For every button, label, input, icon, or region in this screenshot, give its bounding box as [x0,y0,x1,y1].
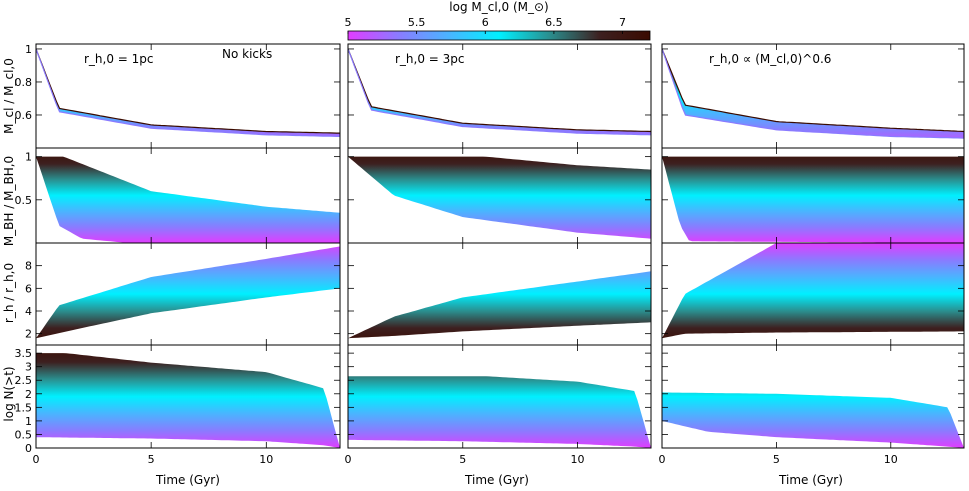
band-mbh-col-3 [662,156,964,243]
x-tick-label: 5 [459,453,466,466]
panel-mcl-col-2 [348,48,651,136]
band-mcl-col-2 [348,49,651,135]
ylabel-mcl: M_cl / M_cl,0 [2,58,16,134]
edge-line-high-mass [36,48,340,134]
colorbar-tick-label: 6 [482,16,489,29]
colorbar-tick-label: 5 [345,16,352,29]
xlabel-col-2: Time (Gyr) [464,473,529,487]
band-mcl-col-3 [662,49,964,139]
band-rh-col-1 [36,246,340,339]
y-tick-label: 1 [25,151,32,164]
band-rh-col-2 [348,271,651,339]
x-tick-label: 10 [884,453,898,466]
panel-N-col-1 [36,353,340,448]
x-tick-label: 5 [773,453,780,466]
x-tick-label: 5 [148,453,155,466]
annotation-col-3: r_h,0 ∝ (M_cl,0)^0.6 [709,52,831,66]
annotation-no-kicks: No kicks [222,47,272,61]
colorbar-strip [347,30,651,41]
panel-mbh-col-3 [662,156,964,243]
band-N-col-3 [662,392,964,448]
xlabel-col-1: Time (Gyr) [155,473,220,487]
panel-frame [35,344,341,449]
edge-line-low-mass [348,48,651,136]
y-tick-label: 4 [25,305,32,318]
y-tick-label: 0 [25,442,32,455]
y-tick-label: 0.5 [15,194,33,207]
panel-mbh-col-1 [36,156,340,243]
panel-mbh-col-2 [348,156,651,239]
panel-mcl-col-3 [662,48,964,139]
band-rh-col-3 [662,243,964,339]
y-tick-label: 0.8 [15,76,33,89]
y-tick-label: 6 [25,282,32,295]
panel-N-col-3 [662,392,964,448]
edge-line-low-mass [662,48,964,139]
band-mbh-col-1 [36,156,340,243]
band-N-col-2 [348,376,651,448]
xlabel-col-3: Time (Gyr) [778,473,843,487]
panel-rh-col-3 [662,243,964,339]
y-tick-label: 8 [25,260,32,273]
y-tick-label: 3 [25,361,32,374]
edge-line-high-mass [348,48,651,133]
colorbar-label: log M_cl,0 (M_⊙) [449,0,548,14]
ylabel-N: log N(>t) [2,366,16,421]
ylabel-mbh: M_BH / M_BH,0 [2,156,16,246]
annotation-col-2: r_h,0 = 3pc [395,52,465,66]
colorbar-tick-label: 6.5 [545,16,563,29]
colorbar-tick-label: 5.5 [408,16,426,29]
panel-frame [347,344,652,449]
y-tick-label: 3.5 [15,347,33,360]
y-tick-label: 1 [25,415,32,428]
band-N-col-1 [36,353,340,448]
panel-N-col-2 [348,376,651,448]
y-tick-label: 0.6 [15,109,33,122]
y-tick-label: 1.5 [15,401,33,414]
colorbar-tick-label: 7 [619,16,626,29]
edge-line-high-mass [662,48,964,133]
y-tick-label: 1 [25,43,32,56]
panel-rh-col-1 [36,246,340,339]
ylabel-rh: r_h / r_h,0 [2,263,16,323]
band-mcl-col-1 [36,49,340,137]
x-tick-label: 10 [259,453,273,466]
colorbar: log M_cl,0 (M_⊙) 5 5.5 6 6.5 7 [345,0,651,41]
y-tick-label: 0.5 [15,428,33,441]
panel-mcl-col-1 [36,48,340,137]
panel-frame [661,344,965,449]
edge-line-low-mass [36,48,340,137]
x-tick-label: 0 [345,453,352,466]
annotation-col-1: r_h,0 = 1pc [84,52,154,66]
band-mbh-col-2 [348,156,651,239]
y-tick-label: 2 [25,388,32,401]
y-tick-label: 2.5 [15,374,33,387]
panel-rh-col-2 [348,271,651,339]
x-tick-label: 10 [571,453,585,466]
x-tick-label: 0 [659,453,666,466]
y-tick-label: 2 [25,328,32,341]
x-tick-label: 0 [33,453,40,466]
